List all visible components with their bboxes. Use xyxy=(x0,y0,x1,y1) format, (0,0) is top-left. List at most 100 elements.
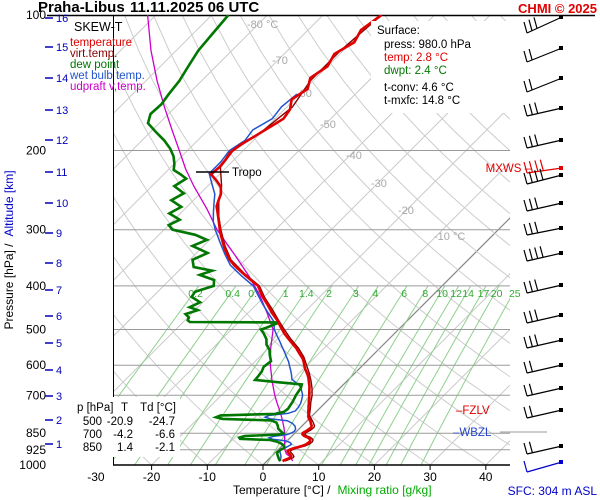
mixing-ratio-label: 20 xyxy=(491,288,503,300)
isotherm-line xyxy=(113,15,268,171)
altitude-tick-label: 4 xyxy=(56,365,62,377)
mixing-ratio-label: 2 xyxy=(326,288,332,300)
dew-point-curve xyxy=(146,15,304,462)
table-background xyxy=(70,397,180,457)
wind-barb-feather xyxy=(534,247,539,259)
mixing-ratio-line xyxy=(244,285,360,465)
isotherm-line xyxy=(262,217,510,465)
surface-info-background xyxy=(371,21,523,113)
wind-barb-staff xyxy=(526,167,563,174)
wind-barb-feather xyxy=(528,48,533,61)
altitude-ticks: 16 15 14 13 12 11 10 9 8 7 6 5 4 3 2 1 xyxy=(45,13,68,451)
altitude-tick-label: 8 xyxy=(56,258,62,270)
wind-barb-feather xyxy=(539,246,544,258)
wind-barb-feather xyxy=(534,160,539,172)
mixing-ratio-label: 1.4 xyxy=(299,288,314,300)
isotherm-line xyxy=(318,272,510,465)
surface-dewpoint: dwpt: 2.4 °C xyxy=(384,65,447,77)
surface-tconv: t-conv: 4.6 °C xyxy=(384,82,454,94)
altitude-tick-label: 15 xyxy=(56,42,68,54)
wind-barb-column xyxy=(523,15,563,473)
mixing-ratio-label: 12 xyxy=(450,288,462,300)
isotherm-line xyxy=(113,15,324,226)
altitude-tick-label: 14 xyxy=(56,73,68,85)
wind-barb-feather xyxy=(523,80,528,93)
table-cell: -4.2 xyxy=(113,429,133,441)
wind-barb-feather xyxy=(523,311,528,324)
wind-barb-feather xyxy=(523,104,528,117)
temp-tick-label: -10 xyxy=(199,470,217,484)
isotherm-label: -50 xyxy=(320,119,336,131)
surface-tmxfc: t-mxfc: 14.8 °C xyxy=(384,95,460,107)
altitude-tick-label: 13 xyxy=(56,105,68,117)
altitude-tick-label: 12 xyxy=(56,135,68,147)
pressure-tick-label: 200 xyxy=(26,144,46,158)
mixing-ratio-label: 0.4 xyxy=(225,288,240,300)
altitude-tick-label: 11 xyxy=(56,167,67,179)
table-cell: -6.6 xyxy=(155,429,175,441)
isotherm-label: -80 °C xyxy=(247,19,278,31)
temp-tick-label: 30 xyxy=(423,470,437,484)
wind-barb-feather xyxy=(534,221,539,233)
legend-item-virt-temp: virt.temp. xyxy=(70,48,117,60)
wind-barb-feather xyxy=(523,21,528,34)
wind-barb-feather xyxy=(523,223,528,236)
dry-adiabat-line xyxy=(558,15,600,465)
wind-barb xyxy=(523,279,563,294)
surface-pressure: press: 980.0 hPa xyxy=(384,39,472,51)
surface-temperature: temp: 2.8 °C xyxy=(384,52,448,64)
altitude-tick-label: 9 xyxy=(56,228,62,240)
table-row: 850 1.4 -2.1 xyxy=(83,442,175,454)
wind-barb xyxy=(523,334,563,349)
wind-barb-feather xyxy=(523,460,528,473)
mixing-ratio-labels: 0.2 0.4 0.6 1 1.4 2 3 4 6 8 10 12 14 17 20 25 xyxy=(188,288,521,300)
mxws-label: MXWS – xyxy=(486,163,532,175)
wind-barb-feather xyxy=(528,441,533,453)
wind-barb-feather xyxy=(523,199,528,212)
temp-tick-label: 40 xyxy=(479,470,493,484)
isotherm-line xyxy=(374,328,510,465)
legend-item-updraft: udpraft v,temp. xyxy=(70,81,146,93)
surface-elevation-label: SFC: 304 m ASL xyxy=(508,484,598,498)
wind-barb-staff xyxy=(526,16,563,34)
table-row: 700 -4.2 -6.6 xyxy=(83,429,175,441)
dry-adiabat-line xyxy=(181,15,510,378)
mixing-ratio-label: 17 xyxy=(478,288,490,300)
legend-item-dew-point: dew point xyxy=(70,59,120,71)
wind-barb-feather xyxy=(528,280,533,292)
dry-adiabat-line xyxy=(210,15,510,344)
wind-barb-staff xyxy=(526,47,563,63)
isotherm-line xyxy=(206,161,510,465)
temp-tick-label: -30 xyxy=(87,470,105,484)
temp-tick-label: 0 xyxy=(260,470,267,484)
wind-barb-feather xyxy=(528,248,533,260)
y-axis-title: Pressure [hPa] /Altitude [km] xyxy=(2,170,16,329)
updraft-virt-temp-curve xyxy=(146,14,294,462)
wind-barb-feather xyxy=(523,384,528,397)
wind-barb-feather xyxy=(523,442,528,455)
wind-barb-feather xyxy=(523,336,528,349)
wet-bulb-curve xyxy=(208,93,304,462)
wind-barb-feather xyxy=(539,159,544,171)
wind-barb-feather xyxy=(523,172,528,185)
table-cell: -20.9 xyxy=(107,416,133,428)
wind-barb-feather xyxy=(534,102,539,114)
surface-info-box: Surface: press: 980.0 hPa temp: 2.8 °C d… xyxy=(371,21,523,113)
wind-barb-feather xyxy=(523,50,528,63)
wind-barb xyxy=(523,197,563,212)
altitude-tick-label: 5 xyxy=(56,338,62,350)
wind-barb xyxy=(523,46,563,63)
mixing-ratio-label: 3 xyxy=(353,288,359,300)
surface-title: Surface: xyxy=(377,25,420,37)
legend-title: SKEW-T xyxy=(74,20,123,34)
table-cell: 1.4 xyxy=(117,442,134,454)
pressure-tick-label: 400 xyxy=(26,279,46,293)
wind-barb-feather xyxy=(528,405,533,417)
wind-barb-staff xyxy=(526,461,563,473)
dry-adiabat-line xyxy=(268,15,510,279)
wind-barb xyxy=(523,221,563,236)
wind-barb-feather xyxy=(528,310,533,322)
fzlv-label: –FZLV xyxy=(456,405,490,417)
